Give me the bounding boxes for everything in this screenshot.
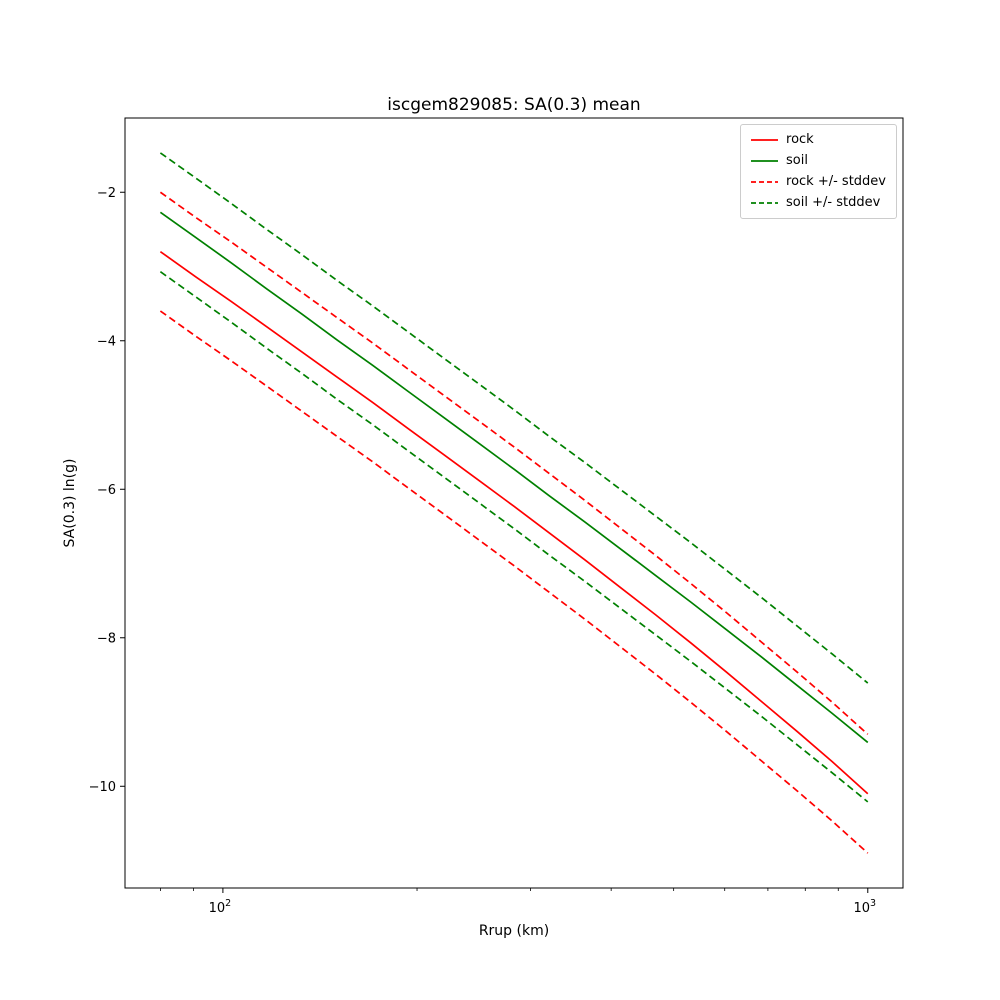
legend-item-soil-stddev: soil +/- stddev	[751, 195, 886, 211]
legend-label: rock +/- stddev	[786, 174, 886, 189]
legend-line-sample	[751, 139, 779, 141]
soil-plus-stddev-line	[159, 152, 869, 684]
legend-label: soil +/- stddev	[786, 195, 881, 210]
chart-title: iscgem829085: SA(0.3) mean	[387, 95, 641, 115]
legend-label: soil	[786, 153, 808, 168]
legend-item-soil: soil	[751, 153, 886, 169]
soil-minus-stddev-line	[159, 271, 869, 803]
y-axis-ticks: −2 −4 −6 −8 −10	[89, 186, 125, 795]
plot-frame	[124, 117, 904, 889]
y-tick-label: −8	[97, 631, 116, 646]
x-minor-ticks	[160, 888, 839, 891]
legend-item-rock-stddev: rock +/- stddev	[751, 174, 886, 190]
x-tick-label: 102	[209, 898, 232, 916]
legend-line-sample	[751, 160, 779, 162]
legend-line-sample	[751, 181, 779, 183]
x-axis-ticks: 102 103	[209, 888, 876, 916]
legend-item-rock: rock	[751, 132, 886, 148]
y-tick-label: −2	[97, 186, 116, 201]
legend: rock soil rock +/- stddev soil +/- stddev	[740, 124, 897, 219]
y-tick-label: −6	[97, 483, 116, 498]
rock-minus-stddev-line	[159, 310, 869, 854]
y-tick-label: −4	[97, 334, 116, 349]
y-axis-label: SA(0.3) ln(g)	[62, 458, 78, 548]
x-axis-label: Rrup (km)	[478, 923, 550, 939]
legend-label: rock	[786, 132, 814, 147]
soil-mean-line	[159, 211, 869, 744]
rock-mean-line	[159, 250, 869, 795]
rock-plus-stddev-line	[159, 191, 869, 735]
x-tick-label: 103	[853, 898, 876, 916]
legend-line-sample	[751, 202, 779, 204]
y-tick-label: −10	[89, 780, 116, 795]
